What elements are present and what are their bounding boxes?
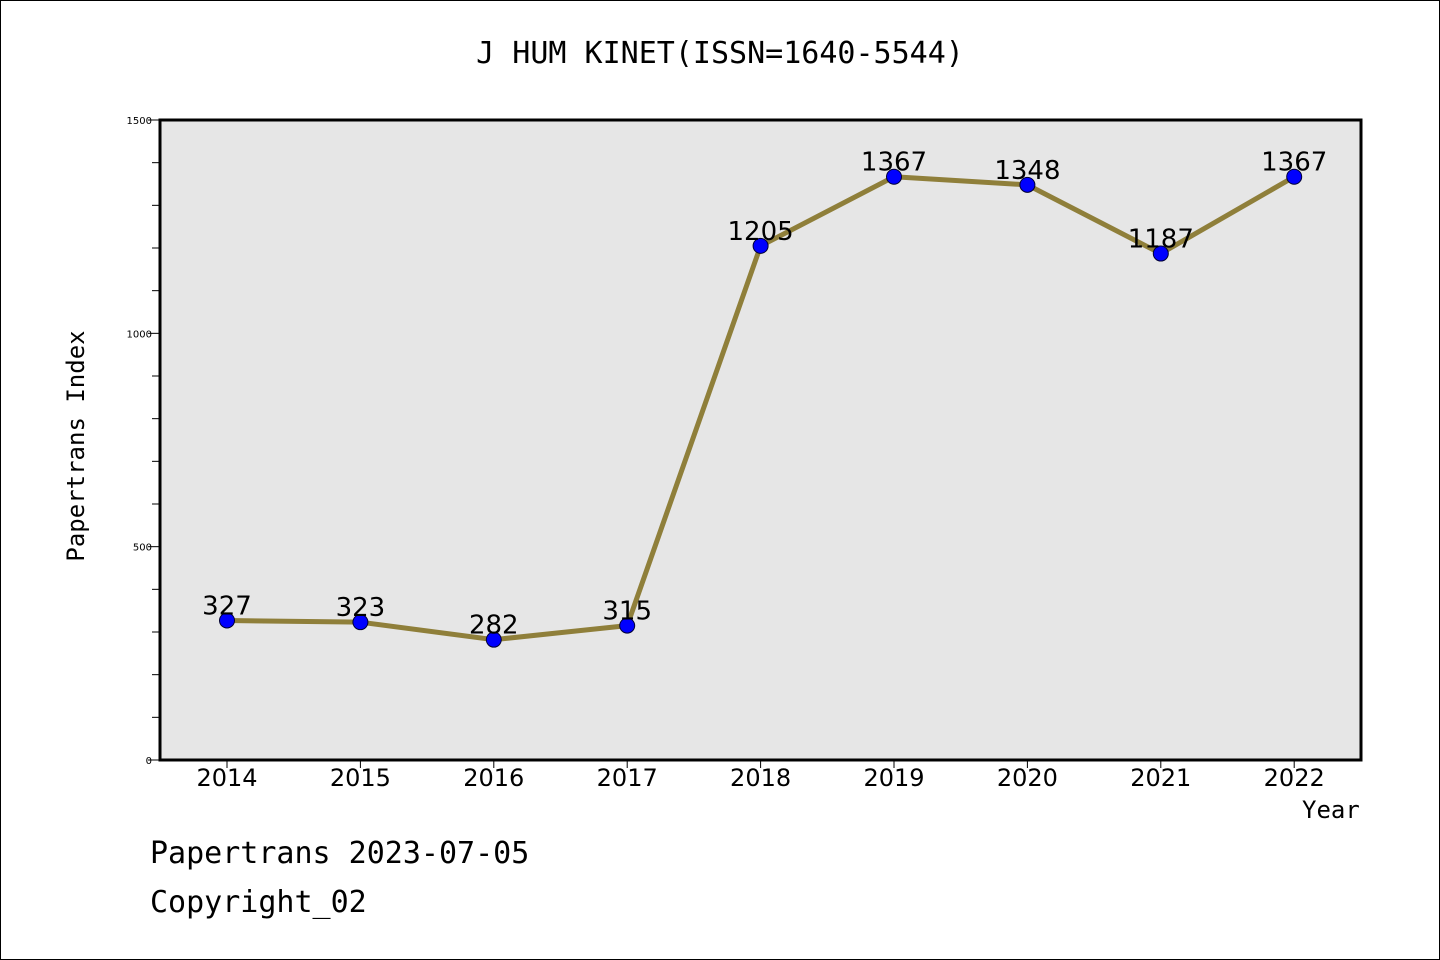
x-tick-label: 2020 (997, 764, 1058, 792)
y-tick-label: 500 (133, 543, 152, 554)
data-label: 327 (202, 591, 252, 621)
y-tick-label: 0 (146, 756, 152, 767)
x-tick-label: 2017 (597, 764, 658, 792)
data-point (352, 614, 369, 631)
x-tick-label: 2021 (1130, 764, 1191, 792)
data-point (485, 631, 502, 648)
data-label: 1367 (1261, 148, 1327, 178)
x-tick-label: 2019 (863, 764, 924, 792)
plot-area (160, 120, 1361, 760)
data-label: 1205 (728, 217, 794, 247)
data-point (1152, 245, 1169, 262)
data-label: 1187 (1128, 225, 1194, 255)
data-point (752, 237, 769, 254)
data-label: 1348 (994, 156, 1060, 186)
data-point (1286, 168, 1303, 185)
data-point (1019, 176, 1036, 193)
x-tick-label: 2018 (730, 764, 791, 792)
x-tick-label: 2014 (196, 764, 257, 792)
data-point (886, 168, 902, 185)
data-label: 315 (602, 597, 652, 627)
x-tick-label: 2016 (463, 764, 524, 792)
y-tick-label: 1500 (127, 116, 152, 127)
x-tick-label: 2022 (1264, 764, 1325, 792)
footer-source: Papertrans 2023-07-05 (150, 836, 530, 871)
x-tick-label: 2015 (330, 764, 391, 792)
x-axis-label: Year (1302, 796, 1360, 824)
plot-border (158, 118, 1363, 762)
chart-title: J HUM KINET(ISSN=1640-5544) (476, 36, 964, 71)
data-label: 323 (336, 593, 386, 623)
footer-copyright: Copyright_02 (150, 885, 367, 920)
data-point (619, 617, 636, 634)
y-tick-label: 1000 (127, 329, 152, 340)
data-label: 282 (469, 611, 519, 641)
data-point (219, 612, 235, 629)
data-label: 1367 (861, 148, 927, 178)
